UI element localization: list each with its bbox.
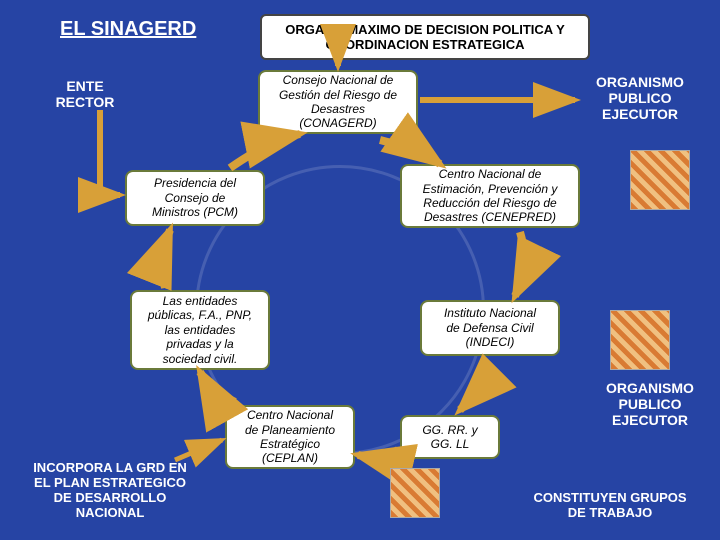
node-cenepred: Centro Nacional de Estimación, Prevenció…: [400, 164, 580, 228]
node-ggrr: GG. RR. y GG. LL: [400, 415, 500, 459]
label-incorpora: INCORPORA LA GRD EN EL PLAN ESTRATEGICO …: [10, 460, 210, 520]
node-ceplan: Centro Nacional de Planeamiento Estratég…: [225, 405, 355, 469]
label-organismo-right: ORGANISMO PUBLICO EJECUTOR: [590, 380, 710, 428]
node-pcm: Presidencia del Consejo de Ministros (PC…: [125, 170, 265, 226]
node-conagerd: Consejo Nacional de Gestión del Riesgo d…: [258, 70, 418, 134]
label-constituyen: CONSTITUYEN GRUPOS DE TRABAJO: [510, 490, 710, 520]
label-ente-rector: ENTE RECTOR: [30, 78, 140, 110]
header-box: ORGANO MAXIMO DE DECISION POLITICA Y COO…: [260, 14, 590, 60]
logo-cenepred: [630, 150, 690, 210]
node-indeci: Instituto Nacional de Defensa Civil (IND…: [420, 300, 560, 356]
label-organismo-top: ORGANISMO PUBLICO EJECUTOR: [580, 74, 700, 122]
node-entidades: Las entidades públicas, F.A., PNP, las e…: [130, 290, 270, 370]
page-title: EL SINAGERD: [60, 18, 196, 41]
logo-region: [390, 468, 440, 518]
logo-indeci: [610, 310, 670, 370]
